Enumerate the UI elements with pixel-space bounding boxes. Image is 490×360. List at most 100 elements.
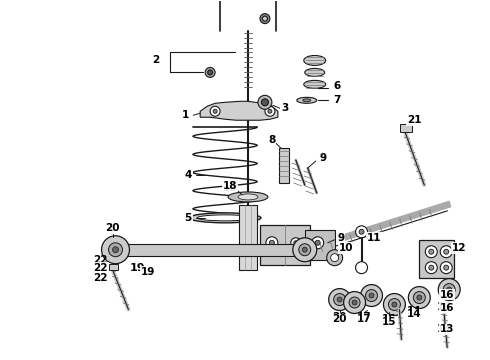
Text: 14: 14 (407, 306, 422, 316)
Circle shape (293, 238, 317, 262)
Text: 4: 4 (184, 170, 192, 180)
Circle shape (425, 262, 437, 274)
Bar (400, 124, 413, 132)
Text: 9: 9 (337, 233, 344, 243)
Text: 2: 2 (151, 55, 159, 66)
Circle shape (270, 240, 274, 245)
Circle shape (343, 292, 366, 314)
Circle shape (263, 16, 268, 21)
Circle shape (291, 238, 301, 248)
Circle shape (213, 109, 217, 113)
Circle shape (299, 244, 311, 256)
Circle shape (302, 247, 307, 252)
Circle shape (108, 243, 122, 257)
Circle shape (366, 289, 377, 302)
Ellipse shape (297, 97, 317, 103)
Circle shape (334, 293, 345, 306)
Text: 14: 14 (407, 310, 422, 319)
Text: 13: 13 (440, 324, 454, 334)
Circle shape (392, 302, 397, 307)
Text: 16: 16 (437, 302, 451, 311)
Circle shape (352, 300, 357, 305)
Circle shape (417, 295, 422, 300)
Circle shape (113, 247, 119, 253)
Circle shape (447, 287, 452, 292)
Circle shape (331, 254, 339, 262)
Text: 20: 20 (105, 223, 120, 233)
Polygon shape (200, 101, 278, 120)
Text: 21: 21 (407, 115, 422, 125)
Ellipse shape (197, 215, 253, 221)
Circle shape (425, 246, 437, 258)
Text: 13: 13 (437, 324, 451, 334)
Text: 19: 19 (141, 267, 155, 276)
Text: 1: 1 (182, 110, 189, 120)
Circle shape (329, 289, 350, 310)
Circle shape (359, 229, 364, 234)
Text: 17: 17 (357, 314, 372, 324)
Ellipse shape (228, 192, 268, 202)
Circle shape (294, 241, 298, 245)
Circle shape (429, 265, 434, 270)
Ellipse shape (189, 213, 261, 223)
Text: 5: 5 (185, 213, 192, 223)
Text: 22: 22 (93, 273, 108, 283)
Circle shape (414, 292, 425, 303)
Text: 9: 9 (319, 153, 327, 163)
Text: 22: 22 (93, 263, 108, 273)
Circle shape (266, 237, 278, 249)
Text: 8: 8 (268, 135, 276, 145)
Ellipse shape (305, 68, 325, 76)
Bar (419, 240, 454, 278)
Text: 15: 15 (382, 318, 397, 328)
Text: 7: 7 (333, 95, 341, 105)
Ellipse shape (304, 55, 326, 66)
Text: 10: 10 (339, 243, 353, 253)
Text: 4: 4 (185, 170, 192, 180)
Circle shape (265, 106, 275, 116)
Circle shape (356, 226, 368, 238)
Bar (105, 244, 310, 256)
Text: 2: 2 (152, 55, 159, 66)
Circle shape (389, 298, 400, 310)
Ellipse shape (303, 99, 311, 102)
Bar (239, 205, 257, 270)
Text: 16: 16 (440, 302, 454, 312)
Text: 6: 6 (333, 81, 341, 91)
Bar (279, 148, 289, 183)
Circle shape (444, 265, 449, 270)
Circle shape (315, 240, 320, 245)
Circle shape (260, 14, 270, 24)
Circle shape (369, 293, 374, 298)
Circle shape (337, 297, 342, 302)
Circle shape (361, 285, 383, 306)
Circle shape (210, 106, 220, 116)
Bar (108, 264, 119, 270)
Bar (260, 225, 310, 265)
Circle shape (101, 236, 129, 264)
Text: 3: 3 (281, 103, 289, 113)
Circle shape (384, 293, 405, 315)
Ellipse shape (304, 80, 326, 88)
Circle shape (429, 249, 434, 254)
Circle shape (440, 246, 452, 258)
Text: 9: 9 (337, 233, 344, 243)
Text: 21: 21 (407, 115, 421, 125)
Text: 12: 12 (452, 243, 466, 253)
Circle shape (440, 262, 452, 274)
Text: 1: 1 (181, 110, 189, 120)
Text: 20: 20 (105, 223, 120, 233)
Circle shape (312, 237, 324, 249)
Circle shape (349, 297, 360, 308)
Circle shape (356, 262, 368, 274)
Text: 5: 5 (184, 213, 192, 223)
Circle shape (438, 279, 460, 301)
Circle shape (258, 95, 272, 109)
Text: 3: 3 (281, 103, 289, 113)
Text: 22: 22 (93, 255, 108, 265)
Circle shape (327, 250, 343, 266)
Circle shape (444, 249, 449, 254)
Text: 6: 6 (333, 81, 340, 91)
Circle shape (262, 99, 269, 106)
Text: 16: 16 (440, 289, 454, 300)
